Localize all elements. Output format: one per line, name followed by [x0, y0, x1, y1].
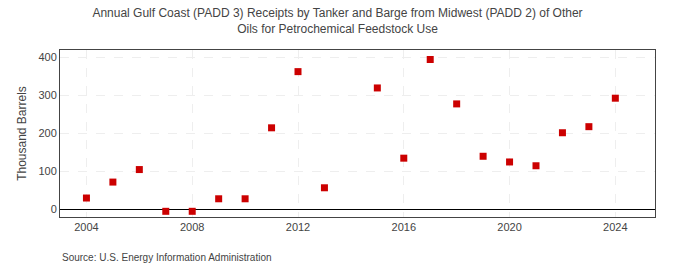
svg-text:2024: 2024: [603, 221, 627, 233]
svg-text:Source: U.S. Energy Informatio: Source: U.S. Energy Information Administ…: [62, 252, 272, 263]
svg-text:Annual Gulf Coast (PADD 3) Rec: Annual Gulf Coast (PADD 3) Receipts by T…: [92, 6, 582, 36]
svg-text:Thousand Barrels: Thousand Barrels: [15, 86, 29, 181]
svg-text:400: 400: [38, 51, 56, 63]
svg-text:100: 100: [38, 165, 56, 177]
svg-text:2012: 2012: [286, 221, 310, 233]
svg-text:0: 0: [51, 203, 57, 215]
svg-text:2016: 2016: [392, 221, 416, 233]
svg-text:2020: 2020: [497, 221, 521, 233]
svg-text:300: 300: [38, 89, 56, 101]
svg-text:2004: 2004: [74, 221, 98, 233]
svg-text:200: 200: [38, 127, 56, 139]
svg-text:2008: 2008: [180, 221, 204, 233]
